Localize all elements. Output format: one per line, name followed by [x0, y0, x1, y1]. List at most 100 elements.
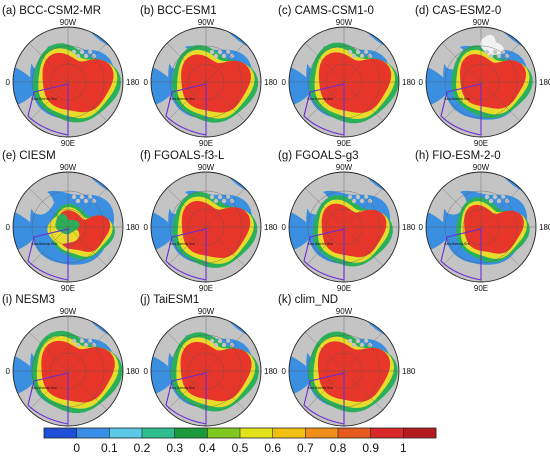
- region-label: Kara-Barents Sea: [31, 97, 57, 101]
- region-label: Kara-Barents Sea: [307, 386, 333, 390]
- panel-title: (g) FGOALS-g3: [278, 150, 359, 162]
- colorbar-tick-label: 0: [73, 441, 80, 455]
- panel-title: (i) NESM3: [2, 294, 56, 306]
- colorbar-segment: [142, 428, 175, 438]
- colorbar: 0 0.1 0.2 0.3 0.4 0.5 0.6 0.7 0.8 0.9 1: [43, 427, 437, 455]
- colorbar-segment: [76, 428, 110, 438]
- panel-title: (k) clim_ND: [278, 294, 339, 306]
- longitude-label-bottom: 90E: [61, 284, 75, 293]
- longitude-label-top: 90W: [336, 163, 353, 172]
- map-panel: (f) FGOALS-f3-L 90W 0 180 90E Kara-Barents Se…: [138, 150, 278, 293]
- longitude-label-left: 0: [282, 78, 287, 87]
- longitude-label-right: 180: [264, 78, 278, 87]
- longitude-label-right: 180: [539, 223, 550, 232]
- longitude-label-right: 180: [264, 223, 278, 232]
- longitude-label-right: 180: [126, 78, 140, 87]
- map-panel: (k) clim_ND90W018090EKara-Barents Sea: [276, 294, 416, 437]
- panel-title: (h) FIO-ESM-2-0: [415, 150, 501, 162]
- map-panel: (b) BCC-ESM1 90W 0 180 90E Kara-Barents Sea: [138, 5, 278, 148]
- colorbar-tick-label: 0.8: [330, 441, 347, 455]
- longitude-label-right: 180: [402, 223, 416, 232]
- colorbar-segment: [305, 428, 339, 438]
- longitude-label-bottom: 90E: [61, 139, 75, 148]
- longitude-label-top: 90W: [198, 163, 215, 172]
- longitude-label-top: 90W: [60, 307, 77, 316]
- longitude-label-top: 90W: [473, 163, 490, 172]
- map-panel: (a) BCC-CSM2-MR 90W 0 180 90E Kara-Barents Se…: [0, 5, 140, 148]
- colorbar-tick-label: 0.2: [134, 441, 151, 455]
- longitude-label-right: 180: [539, 78, 550, 87]
- panel-title: (f) FGOALS-f3-L: [140, 150, 225, 162]
- colorbar-tick-label: 0.5: [232, 441, 249, 455]
- map-panel: (e) CIESM 90W 0 180 90E Kara-Barents Sea: [0, 150, 140, 293]
- colorbar-segment: [338, 428, 371, 438]
- colorbar-tick-label: 0.6: [264, 441, 281, 455]
- longitude-label-left: 0: [419, 78, 424, 87]
- panel-title: (a) BCC-CSM2-MR: [2, 5, 102, 17]
- colorbar-segment: [272, 428, 306, 438]
- longitude-label-left: 0: [282, 223, 287, 232]
- longitude-label-bottom: 90E: [337, 139, 351, 148]
- region-label: Kara-Barents Sea: [307, 242, 333, 246]
- longitude-label-bottom: 90E: [199, 284, 213, 293]
- colorbar-tick-label: 0.9: [362, 441, 379, 455]
- colorbar-tick-label: 0.7: [297, 441, 314, 455]
- polar-map: 90W 0 180 90E Kara-Barents Sea: [282, 163, 416, 293]
- longitude-label-right: 180: [126, 367, 140, 376]
- map-panel: (c) CAMS-CSM1-0 90W 0 180 90E Kara-Barents Se…: [276, 5, 416, 148]
- region-label: Kara-Barents Sea: [31, 242, 57, 246]
- polar-map: 90W 0 180 90E Kara-Barents Sea: [6, 18, 140, 148]
- longitude-label-bottom: 90E: [474, 139, 488, 148]
- longitude-label-left: 0: [144, 367, 149, 376]
- region-label: Kara-Barents Sea: [307, 97, 333, 101]
- longitude-label-left: 0: [6, 78, 11, 87]
- longitude-label-bottom: 90E: [337, 284, 351, 293]
- colorbar-segment: [240, 428, 273, 438]
- longitude-label-left: 0: [282, 367, 287, 376]
- colorbar-segment: [44, 428, 77, 438]
- region-label: Kara-Barents Sea: [169, 242, 195, 246]
- region-label: Kara-Barents Sea: [169, 97, 195, 101]
- colorbar-tick-label: 0.4: [199, 441, 216, 455]
- longitude-label-bottom: 90E: [474, 284, 488, 293]
- colorbar-tick-label: 0.3: [166, 441, 183, 455]
- longitude-label-bottom: 90E: [199, 139, 213, 148]
- longitude-label-top: 90W: [198, 307, 215, 316]
- panel-title: (j) TaiESM1: [140, 294, 200, 306]
- longitude-label-left: 0: [6, 367, 11, 376]
- longitude-label-top: 90W: [60, 18, 77, 27]
- longitude-label-top: 90W: [336, 18, 353, 27]
- longitude-label-right: 180: [126, 223, 140, 232]
- longitude-label-right: 180: [264, 367, 278, 376]
- longitude-label-top: 90W: [198, 18, 215, 27]
- region-label: Kara-Barents Sea: [169, 386, 195, 390]
- colorbar-segment: [207, 428, 241, 438]
- longitude-label-right: 180: [402, 367, 416, 376]
- longitude-label-left: 0: [419, 223, 424, 232]
- longitude-label-top: 90W: [60, 163, 77, 172]
- colorbar-segment: [109, 428, 143, 438]
- colorbar-segment: [403, 428, 437, 438]
- colorbar-tick-label: 1: [400, 441, 407, 455]
- polar-map: 90W 0 180 90E Kara-Barents Sea: [144, 163, 278, 293]
- colorbar-segment: [174, 428, 208, 438]
- map-panel: (i) NESM390W018090EKara-Barents Sea: [0, 294, 140, 437]
- panel-title: (c) CAMS-CSM1-0: [278, 5, 374, 17]
- longitude-label-top: 90W: [473, 18, 490, 27]
- longitude-label-left: 0: [144, 223, 149, 232]
- longitude-label-left: 0: [144, 78, 149, 87]
- polar-map: 90W 0 180 90E Kara-Barents Sea: [419, 18, 550, 148]
- polar-map: 90W 0 180 90E Kara-Barents Sea: [144, 18, 278, 148]
- panel-title: (e) CIESM: [2, 150, 56, 162]
- region-label: Kara-Barents Sea: [444, 242, 470, 246]
- longitude-label-left: 0: [6, 223, 11, 232]
- region-label: Kara-Barents Sea: [444, 97, 470, 101]
- longitude-label-top: 90W: [336, 307, 353, 316]
- colorbar-segment: [370, 428, 404, 438]
